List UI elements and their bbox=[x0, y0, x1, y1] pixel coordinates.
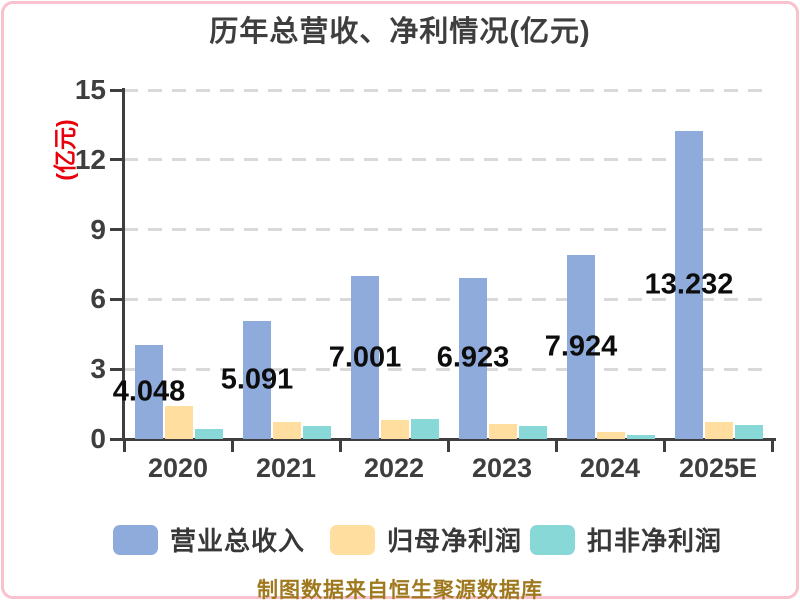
x-axis-tick-3 bbox=[446, 439, 450, 452]
bar-归母净利润-2025E bbox=[705, 422, 733, 439]
gridline-6 bbox=[124, 297, 772, 301]
y-axis-label-15: 15 bbox=[74, 74, 106, 105]
legend-swatch-icon bbox=[330, 524, 375, 555]
y-axis-tick-12 bbox=[110, 158, 124, 162]
data-source-footer: 制图数据来自恒生聚源数据库 bbox=[257, 579, 543, 602]
bar-扣非净利润-2023 bbox=[519, 426, 547, 439]
x-axis-label-2020: 2020 bbox=[147, 453, 209, 483]
x-axis-label-2025E: 2025E bbox=[678, 453, 758, 483]
legend-label: 扣非净利润 bbox=[587, 526, 723, 556]
y-axis-tick-15 bbox=[110, 88, 124, 92]
chart-title: 历年总营收、净利情况(亿元) bbox=[209, 16, 591, 48]
bar-营业总收入-2021 bbox=[243, 320, 271, 439]
x-axis-label-2021: 2021 bbox=[255, 453, 317, 483]
legend-item-扣非净利润: 扣非净利润 bbox=[530, 521, 722, 558]
bar-扣非净利润-2022 bbox=[411, 419, 439, 439]
legend-item-营业总收入: 营业总收入 bbox=[113, 521, 305, 558]
legend-item-归母净利润: 归母净利润 bbox=[330, 521, 522, 558]
bar-扣非净利润-2020 bbox=[195, 428, 223, 439]
bar-营业总收入-2024 bbox=[567, 254, 595, 439]
bar-归母净利润-2023 bbox=[489, 423, 517, 439]
value-label-2023: 6.923 bbox=[436, 341, 510, 374]
legend-label: 营业总收入 bbox=[170, 526, 306, 556]
bar-扣非净利润-2021 bbox=[303, 425, 331, 439]
gridline-3 bbox=[124, 367, 772, 371]
value-label-2025E: 13.232 bbox=[644, 268, 734, 301]
bar-扣非净利润-2024 bbox=[627, 434, 655, 439]
x-axis-label-2023: 2023 bbox=[471, 453, 533, 483]
bar-归母净利润-2021 bbox=[273, 422, 301, 439]
value-label-2022: 7.001 bbox=[328, 341, 402, 374]
x-axis-tick-5 bbox=[662, 439, 666, 452]
bar-营业总收入-2020 bbox=[135, 344, 163, 439]
y-axis-label-0: 0 bbox=[90, 423, 106, 454]
x-axis-line bbox=[110, 437, 776, 441]
y-axis-line bbox=[122, 88, 125, 440]
x-axis-tick-0 bbox=[122, 439, 126, 452]
chart-legend: 营业总收入 归母净利润 扣非净利润 bbox=[0, 521, 800, 558]
value-label-2024: 7.924 bbox=[544, 330, 618, 363]
y-axis-label-9: 9 bbox=[90, 213, 106, 245]
legend-swatch-icon bbox=[113, 524, 158, 555]
bar-归母净利润-2022 bbox=[381, 419, 409, 439]
bar-营业总收入-2022 bbox=[351, 276, 379, 439]
bar-扣非净利润-2025E bbox=[735, 425, 763, 439]
x-axis-tick-2 bbox=[338, 439, 342, 452]
y-axis-tick-6 bbox=[110, 297, 124, 301]
y-axis-tick-9 bbox=[110, 228, 124, 232]
x-axis-label-2024: 2024 bbox=[579, 453, 641, 483]
y-axis-label-3: 3 bbox=[90, 353, 106, 385]
y-axis-tick-3 bbox=[110, 367, 124, 371]
y-axis-label-6: 6 bbox=[90, 283, 106, 315]
bar-营业总收入-2023 bbox=[459, 277, 487, 439]
x-axis-label-2022: 2022 bbox=[363, 453, 425, 483]
x-axis-tick-6 bbox=[770, 439, 774, 452]
gridline-12 bbox=[124, 158, 772, 162]
value-label-2021: 5.091 bbox=[220, 363, 294, 396]
bar-归母净利润-2020 bbox=[165, 406, 193, 439]
legend-label: 归母净利润 bbox=[387, 526, 523, 556]
legend-swatch-icon bbox=[530, 524, 575, 555]
x-axis-tick-1 bbox=[230, 439, 234, 452]
bar-营业总收入-2025E bbox=[675, 131, 703, 439]
gridline-15 bbox=[124, 88, 772, 92]
value-label-2020: 4.048 bbox=[112, 375, 186, 408]
y-axis-label-12: 12 bbox=[74, 143, 106, 175]
gridline-9 bbox=[124, 228, 772, 232]
bar-归母净利润-2024 bbox=[597, 432, 625, 439]
x-axis-tick-4 bbox=[554, 439, 558, 452]
